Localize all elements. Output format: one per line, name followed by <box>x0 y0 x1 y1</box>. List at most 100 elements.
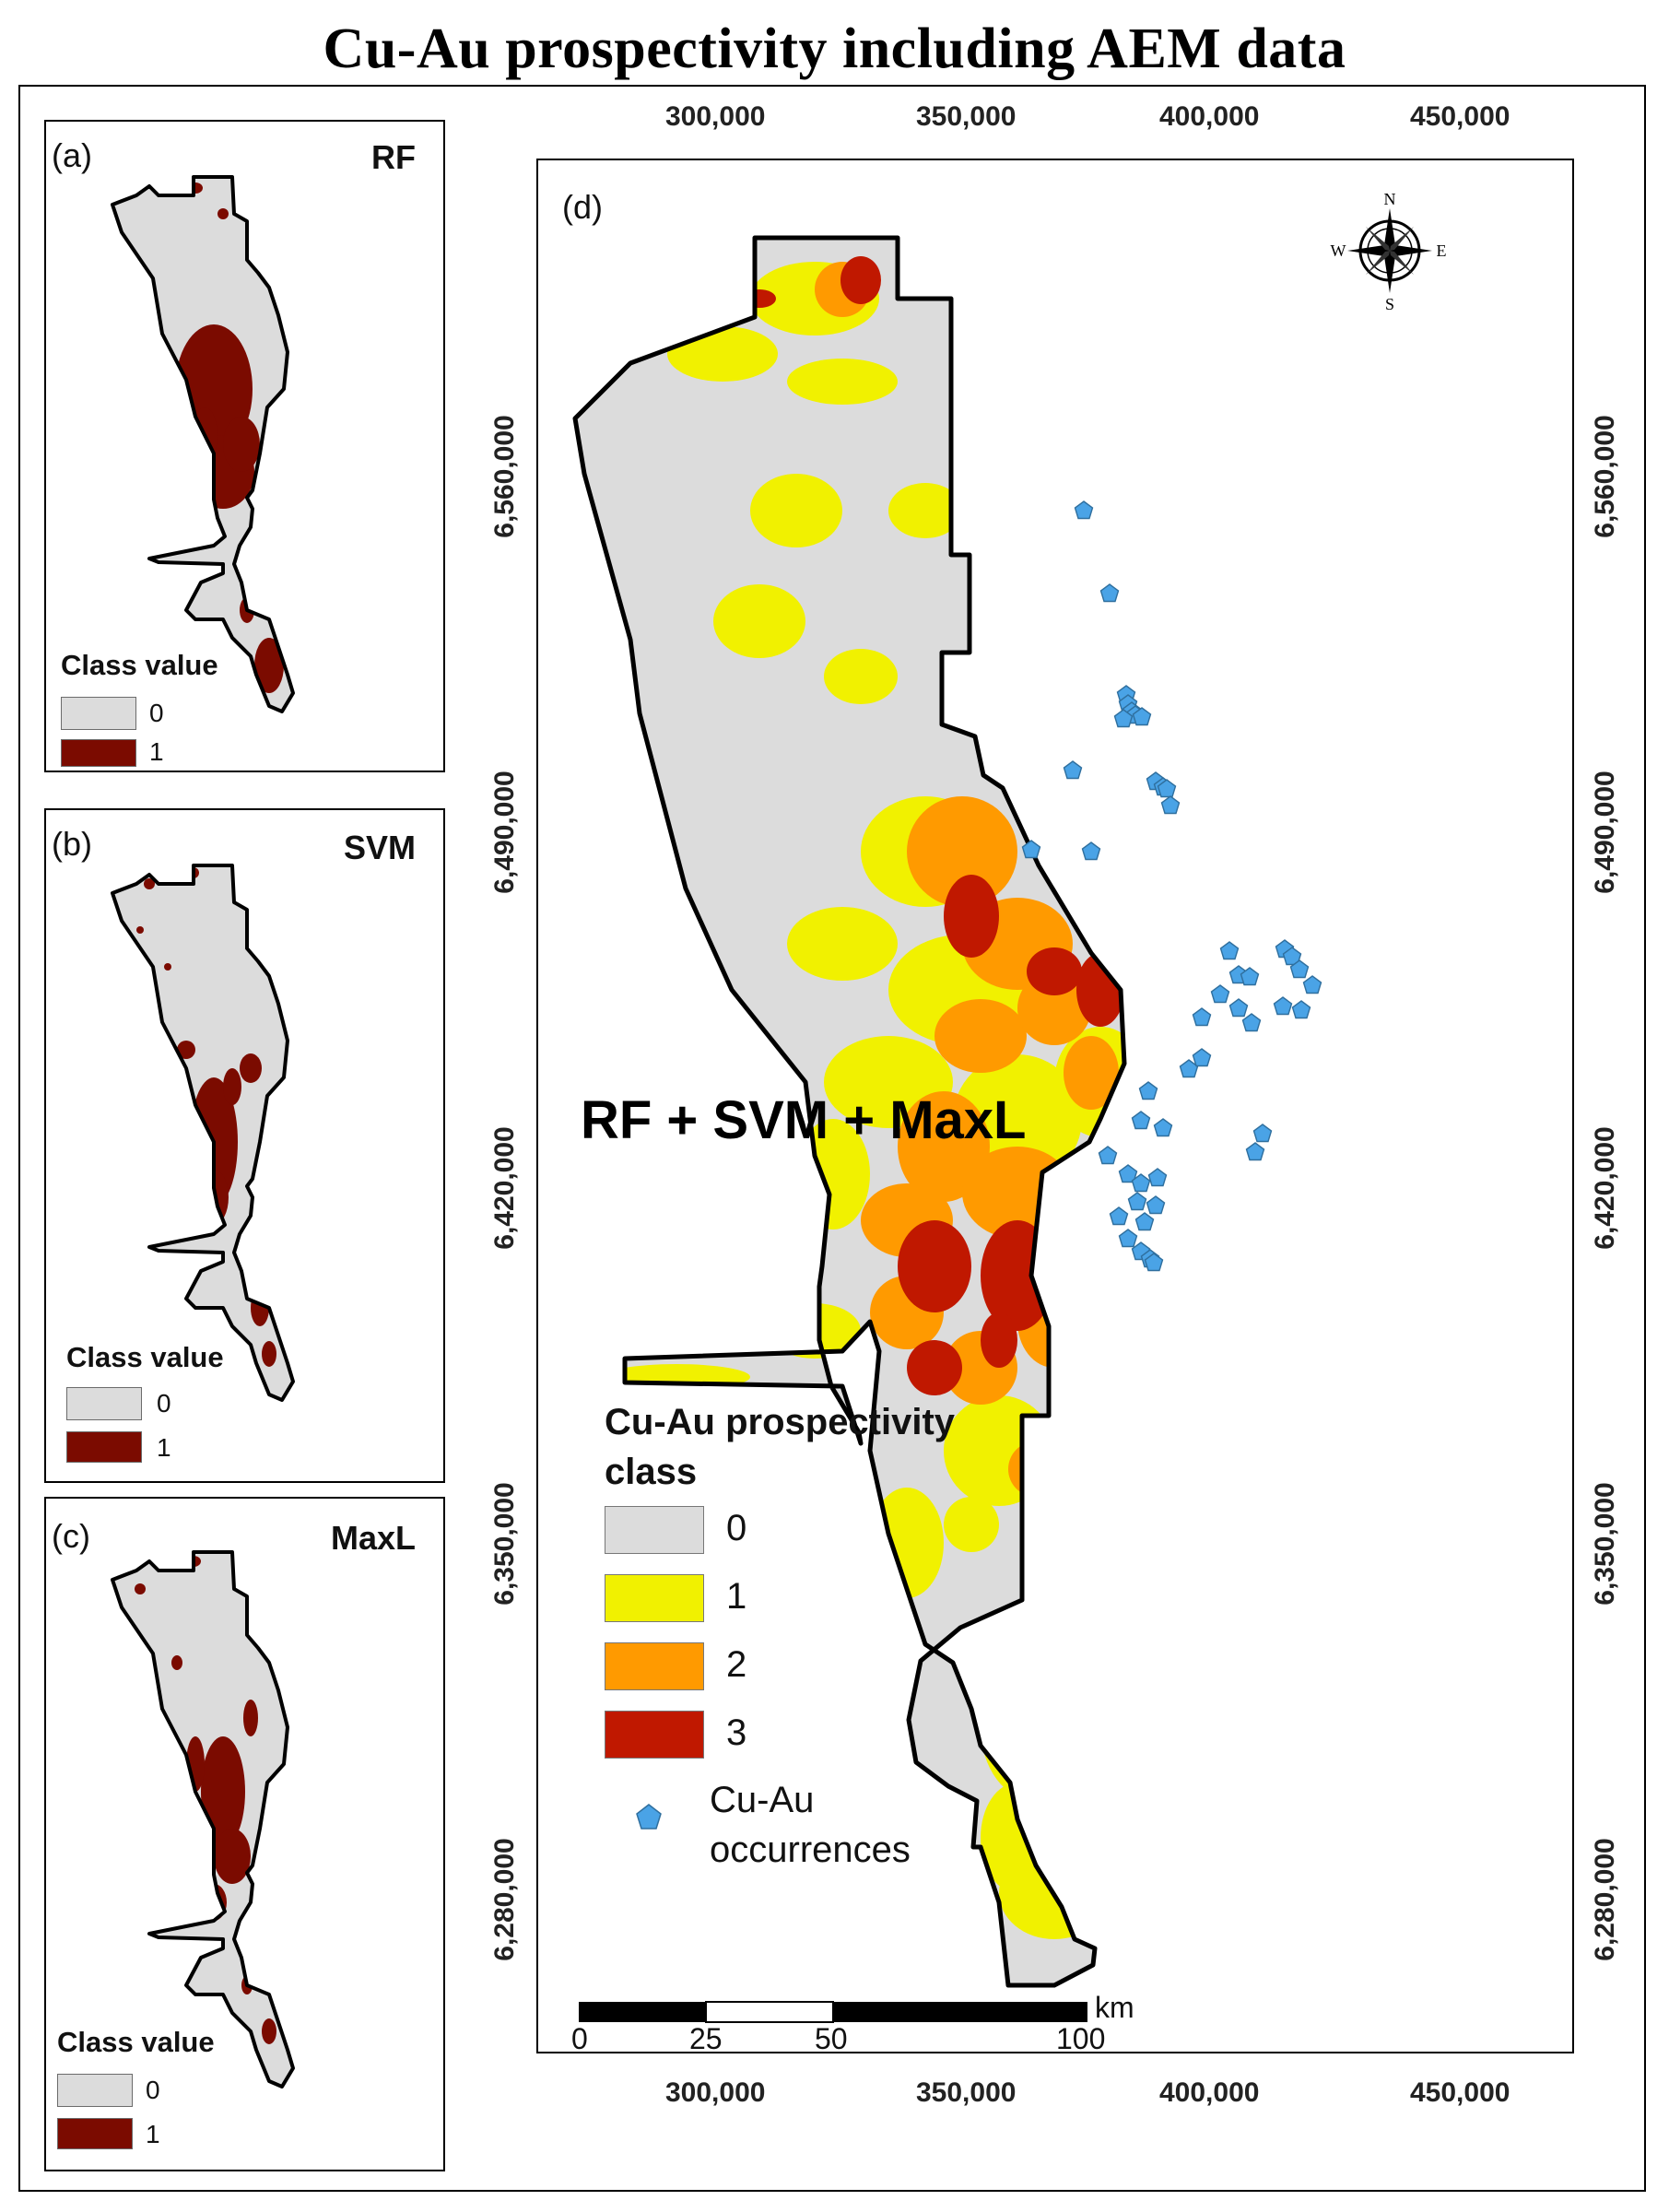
legend-swatch-0 <box>605 1506 704 1554</box>
x-tick-top-3: 400,000 <box>1159 101 1260 132</box>
compass-s: S <box>1385 295 1394 313</box>
panel-a-swatch-0 <box>61 697 136 730</box>
scalebar-label-50: 50 <box>815 2022 848 2055</box>
y-tick-left-5: 6,280,000 <box>489 1838 520 1961</box>
legend-label-2: 2 <box>726 1644 747 1685</box>
occurrence-marker <box>1228 998 1249 1018</box>
occurrence-marker <box>1118 1164 1138 1183</box>
occurrence-markers <box>1021 500 1322 1272</box>
panel-b-swatch-0 <box>66 1387 142 1420</box>
occurrence-marker <box>1241 1013 1262 1032</box>
x-tick-top-1: 300,000 <box>665 101 766 132</box>
legend-label-1: 1 <box>726 1576 747 1617</box>
panel-a: (a) RF Class value 0 1 <box>44 120 445 772</box>
y-tick-right-2: 6,490,000 <box>1590 771 1620 894</box>
occurrence-marker <box>1138 1081 1158 1100</box>
panel-b-method: SVM <box>343 829 416 866</box>
combo-label: RF + SVM + MaxL <box>581 1090 1027 1150</box>
occurrence-marker <box>1132 707 1152 726</box>
scalebar-unit: km <box>1095 1991 1134 2024</box>
panel-c-legend-title: Class value <box>57 2026 215 2058</box>
panel-a-label: (a) <box>52 136 92 174</box>
figure-title: Cu-Au prospectivity including AEM data <box>323 18 1346 80</box>
scale-bar <box>579 2001 1087 2023</box>
legend-swatch-1 <box>605 1574 704 1622</box>
panel-b-label-0: 0 <box>157 1389 171 1418</box>
occurrence-marker <box>1160 795 1181 815</box>
y-tick-left-2: 6,490,000 <box>489 771 520 894</box>
figure-frame <box>18 85 1646 2192</box>
x-tick-bottom-1: 300,000 <box>665 2077 766 2108</box>
legend-label-3: 3 <box>726 1712 747 1753</box>
occurrence-marker <box>1146 1195 1166 1215</box>
panel-c-label-1: 1 <box>146 2120 160 2148</box>
panel-c-label: (c) <box>52 1517 90 1555</box>
scalebar-label-100: 100 <box>1056 2022 1106 2055</box>
legend-label-0: 0 <box>726 1508 747 1548</box>
x-tick-top-2: 350,000 <box>916 101 1017 132</box>
occurrence-marker <box>1063 760 1083 780</box>
main-map <box>572 235 1322 1988</box>
occurrence-marker <box>1192 1007 1212 1027</box>
y-tick-left-4: 6,350,000 <box>489 1482 520 1606</box>
occurrence-marker <box>1289 959 1310 979</box>
panel-c-swatch-0 <box>57 2074 133 2107</box>
y-tick-right-1: 6,560,000 <box>1590 415 1620 538</box>
occurrence-marker <box>1273 996 1293 1016</box>
panel-b-swatch-1 <box>66 1431 142 1463</box>
panel-a-swatch-1 <box>61 739 136 767</box>
occurrence-legend-icon <box>636 1804 662 1830</box>
occurrence-marker <box>1131 1173 1151 1193</box>
panel-d-label: (d) <box>562 188 603 226</box>
panel-b: (b) SVM Class value 0 1 <box>44 808 445 1483</box>
panel-b-label: (b) <box>52 825 92 863</box>
legend-title: Cu-Au prospectivity class <box>605 1397 955 1497</box>
occurrence-marker <box>1021 840 1041 859</box>
panel-c: (c) MaxL Class value 0 1 <box>44 1497 445 2171</box>
occurrence-marker <box>1210 984 1230 1004</box>
x-tick-bottom-3: 400,000 <box>1159 2077 1260 2108</box>
panel-c-swatch-1 <box>57 2118 133 2149</box>
occurrence-legend-label: Cu-Au occurrences <box>710 1775 911 1875</box>
scalebar-label-0: 0 <box>571 2022 588 2055</box>
occurrence-marker <box>1245 1142 1265 1161</box>
compass-e: E <box>1437 241 1447 260</box>
occurrence-marker <box>1074 500 1094 520</box>
occurrence-marker <box>1118 1229 1138 1248</box>
y-tick-right-5: 6,280,000 <box>1590 1838 1620 1961</box>
legend-title-line1: Cu-Au prospectivity <box>605 1402 956 1442</box>
x-tick-top-4: 450,000 <box>1410 101 1510 132</box>
occurrence-marker <box>1113 709 1134 728</box>
occurrence-marker <box>1153 1118 1173 1137</box>
panel-b-map <box>111 864 295 1402</box>
y-tick-right-4: 6,350,000 <box>1590 1482 1620 1606</box>
compass-w: W <box>1331 241 1346 260</box>
occurrence-line1: Cu-Au <box>710 1780 815 1820</box>
panel-c-map <box>111 1550 295 2088</box>
compass-n: N <box>1384 190 1396 208</box>
occurrence-marker <box>1240 967 1260 986</box>
compass-rose-icon: N S E W <box>1331 190 1447 313</box>
occurrence-marker <box>1134 1212 1155 1231</box>
occurrence-marker <box>1144 1253 1164 1272</box>
legend-title-line2: class <box>605 1452 698 1492</box>
legend-swatch-3 <box>605 1711 704 1759</box>
occurrence-marker <box>1147 1168 1168 1187</box>
panel-a-map <box>111 175 295 713</box>
x-tick-bottom-2: 350,000 <box>916 2077 1017 2108</box>
occurrence-marker <box>1282 947 1302 966</box>
panel-c-label-0: 0 <box>146 2076 160 2104</box>
occurrence-marker <box>1081 841 1101 861</box>
occurrence-marker <box>1252 1124 1273 1143</box>
occurrence-marker <box>1157 779 1177 798</box>
y-tick-left-3: 6,420,000 <box>489 1126 520 1250</box>
occurrence-marker <box>1302 975 1322 994</box>
occurrence-marker <box>1291 1000 1311 1019</box>
panel-a-label-0: 0 <box>149 699 164 727</box>
occurrence-line2: occurrences <box>710 1830 911 1870</box>
occurrence-marker <box>1109 1206 1129 1226</box>
panel-b-label-1: 1 <box>157 1433 171 1462</box>
panel-a-label-1: 1 <box>149 737 164 766</box>
panel-c-method: MaxL <box>330 1519 416 1557</box>
occurrence-marker <box>1192 1048 1212 1067</box>
